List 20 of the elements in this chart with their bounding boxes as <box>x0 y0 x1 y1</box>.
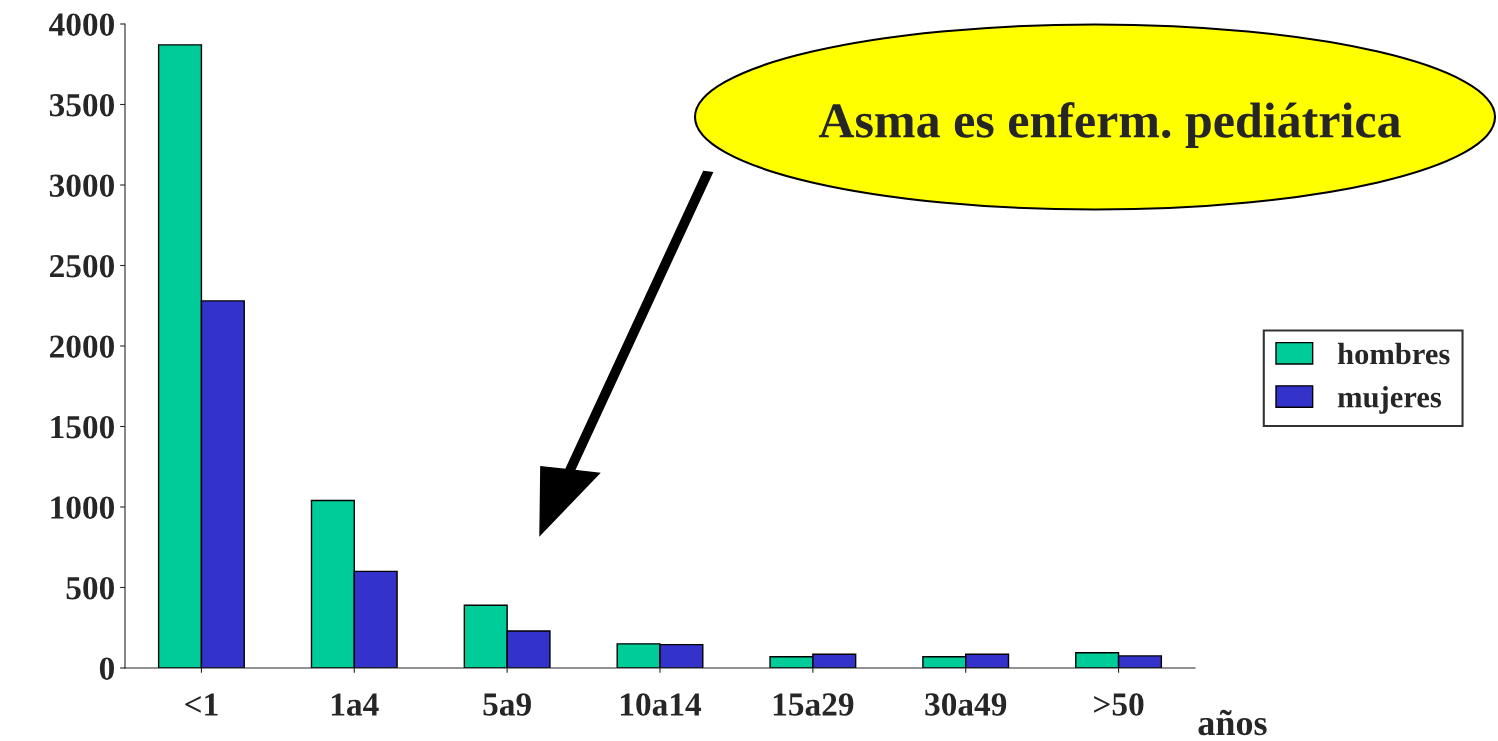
y-tick-label: 1500 <box>51 415 115 439</box>
x-tick-label: 15a29 <box>773 693 854 716</box>
x-tick-label: >50 <box>1094 693 1144 716</box>
x-tick-label: 1a4 <box>331 693 379 716</box>
x-tick-label: 5a9 <box>483 693 531 716</box>
legend-label: hombres <box>1337 342 1450 365</box>
x-tick-label: 10a14 <box>621 693 702 716</box>
y-tick-label: 2500 <box>50 254 115 278</box>
y-tick-label: 0 <box>99 657 115 680</box>
x-tick-label: 30a49 <box>925 693 1007 716</box>
y-tick-label: 1000 <box>51 496 115 519</box>
x-tick-label: <1 <box>185 693 218 716</box>
annotation: Asma es enferm. pediátrica <box>818 102 1401 148</box>
y-tick-label: 3000 <box>49 174 115 197</box>
y-tick-label: 500 <box>66 576 115 600</box>
y-tick-label: 2000 <box>50 335 115 358</box>
y-tick-label: 4000 <box>49 13 115 36</box>
legend-label: mujeres <box>1337 386 1442 414</box>
x-axis-title: años <box>1198 709 1267 736</box>
y-tick-label: 3500 <box>49 93 115 117</box>
